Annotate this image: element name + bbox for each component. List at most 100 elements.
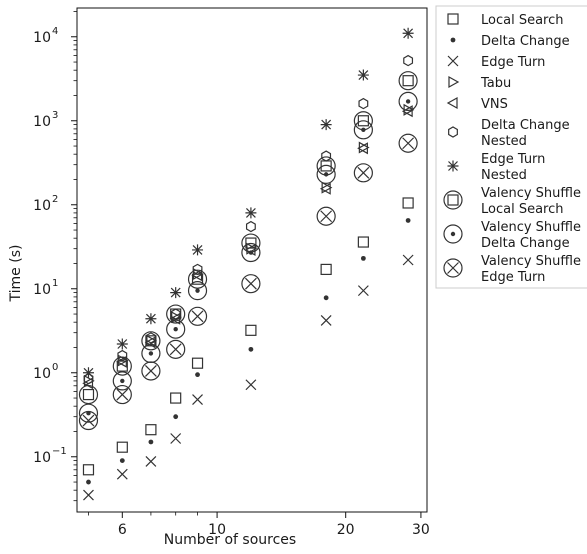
data-point [398, 91, 418, 112]
triangle-right-marker [117, 354, 129, 367]
series-hexagon [83, 54, 414, 385]
legend-label-line: Delta Change [481, 118, 570, 133]
triangle-left-marker [446, 96, 458, 110]
circle-marker [241, 242, 261, 263]
data-point [357, 285, 369, 297]
dot-marker [323, 172, 329, 177]
y-tick-label: 10 [33, 282, 51, 298]
data-point [248, 346, 254, 352]
y-tick-label: 10 [33, 198, 51, 214]
data-point [141, 331, 161, 351]
x-axis-title: Number of sources [164, 532, 296, 548]
legend-box [435, 5, 587, 289]
square-marker [245, 324, 257, 336]
hexagon-marker [448, 126, 458, 138]
data-point [116, 355, 127, 368]
star-marker [145, 313, 157, 325]
data-point [82, 367, 94, 379]
star-marker [82, 367, 94, 379]
data-point [192, 244, 204, 256]
x-marker [402, 137, 415, 150]
series-dot [86, 218, 411, 485]
data-point [116, 338, 128, 350]
data-point [321, 150, 332, 162]
triangle-left-marker [116, 355, 127, 368]
legend-label: VNS [481, 97, 508, 112]
circle-marker [78, 384, 99, 405]
star-marker [357, 69, 369, 81]
x-marker [169, 343, 182, 356]
legend-label: Valency Shuffle Delta Change [481, 220, 581, 251]
legend-marker [446, 96, 458, 110]
data-point [170, 392, 182, 404]
y-tick-label: 10 [33, 30, 51, 46]
x-marker [83, 489, 94, 501]
dot-marker [195, 372, 200, 378]
x-marker [170, 433, 182, 444]
data-point [145, 424, 157, 436]
data-point [357, 142, 368, 155]
data-point [191, 357, 204, 369]
legend-label-line: Nested [481, 134, 527, 149]
legend-label: Local Search [481, 13, 564, 28]
hexagon-marker [245, 220, 256, 233]
data-point [316, 164, 336, 184]
x-marker [447, 55, 459, 67]
triangle-left-marker [357, 142, 368, 155]
data-point [360, 255, 366, 261]
dot-marker [86, 479, 91, 485]
y-tick-exponent: 4 [52, 26, 58, 37]
circle-marker [187, 269, 208, 289]
circle-marker [166, 304, 186, 324]
data-point [187, 281, 208, 301]
data-point [402, 254, 414, 266]
x-marker [402, 254, 414, 266]
star-marker [245, 207, 257, 219]
legend-marker [448, 75, 460, 89]
data-point [245, 324, 257, 336]
square-marker [170, 308, 182, 320]
data-point [83, 372, 94, 385]
circle-marker [316, 206, 336, 226]
dot-marker [248, 346, 254, 352]
data-point [173, 414, 179, 420]
hexagon-marker [321, 150, 332, 162]
data-point [357, 69, 369, 81]
legend-label: Edge Turn Nested [481, 152, 545, 183]
square-marker [320, 160, 332, 172]
x-marker [145, 456, 157, 467]
data-point [112, 371, 132, 391]
data-point [78, 384, 99, 405]
circle-marker [353, 163, 373, 183]
dot-marker [361, 127, 366, 133]
data-point [112, 356, 132, 376]
circle-marker [141, 361, 161, 381]
dot-marker [173, 414, 179, 420]
x-marker [82, 414, 95, 427]
x-marker [116, 468, 128, 480]
legend-label-line: Valency Shuffle [481, 186, 581, 201]
circle-marker [78, 403, 99, 423]
x-marker [192, 394, 203, 405]
star-marker [402, 27, 414, 39]
series-circle-x [78, 133, 418, 431]
hexagon-marker [358, 97, 369, 110]
legend-label-line: Local Search [481, 202, 564, 217]
circle-marker [78, 410, 99, 431]
data-point [86, 479, 91, 485]
legend-label-line: Valency Shuffle [481, 254, 581, 269]
data-point [358, 97, 369, 110]
square-marker [191, 357, 204, 369]
data-point [245, 379, 257, 391]
data-point [241, 242, 261, 263]
star-marker [116, 338, 128, 350]
data-point [148, 439, 154, 445]
square-marker [320, 263, 332, 276]
circle-marker [443, 224, 463, 244]
circle-marker [316, 164, 336, 184]
hexagon-marker [403, 54, 414, 67]
data-point [192, 394, 203, 405]
data-point [245, 220, 256, 233]
